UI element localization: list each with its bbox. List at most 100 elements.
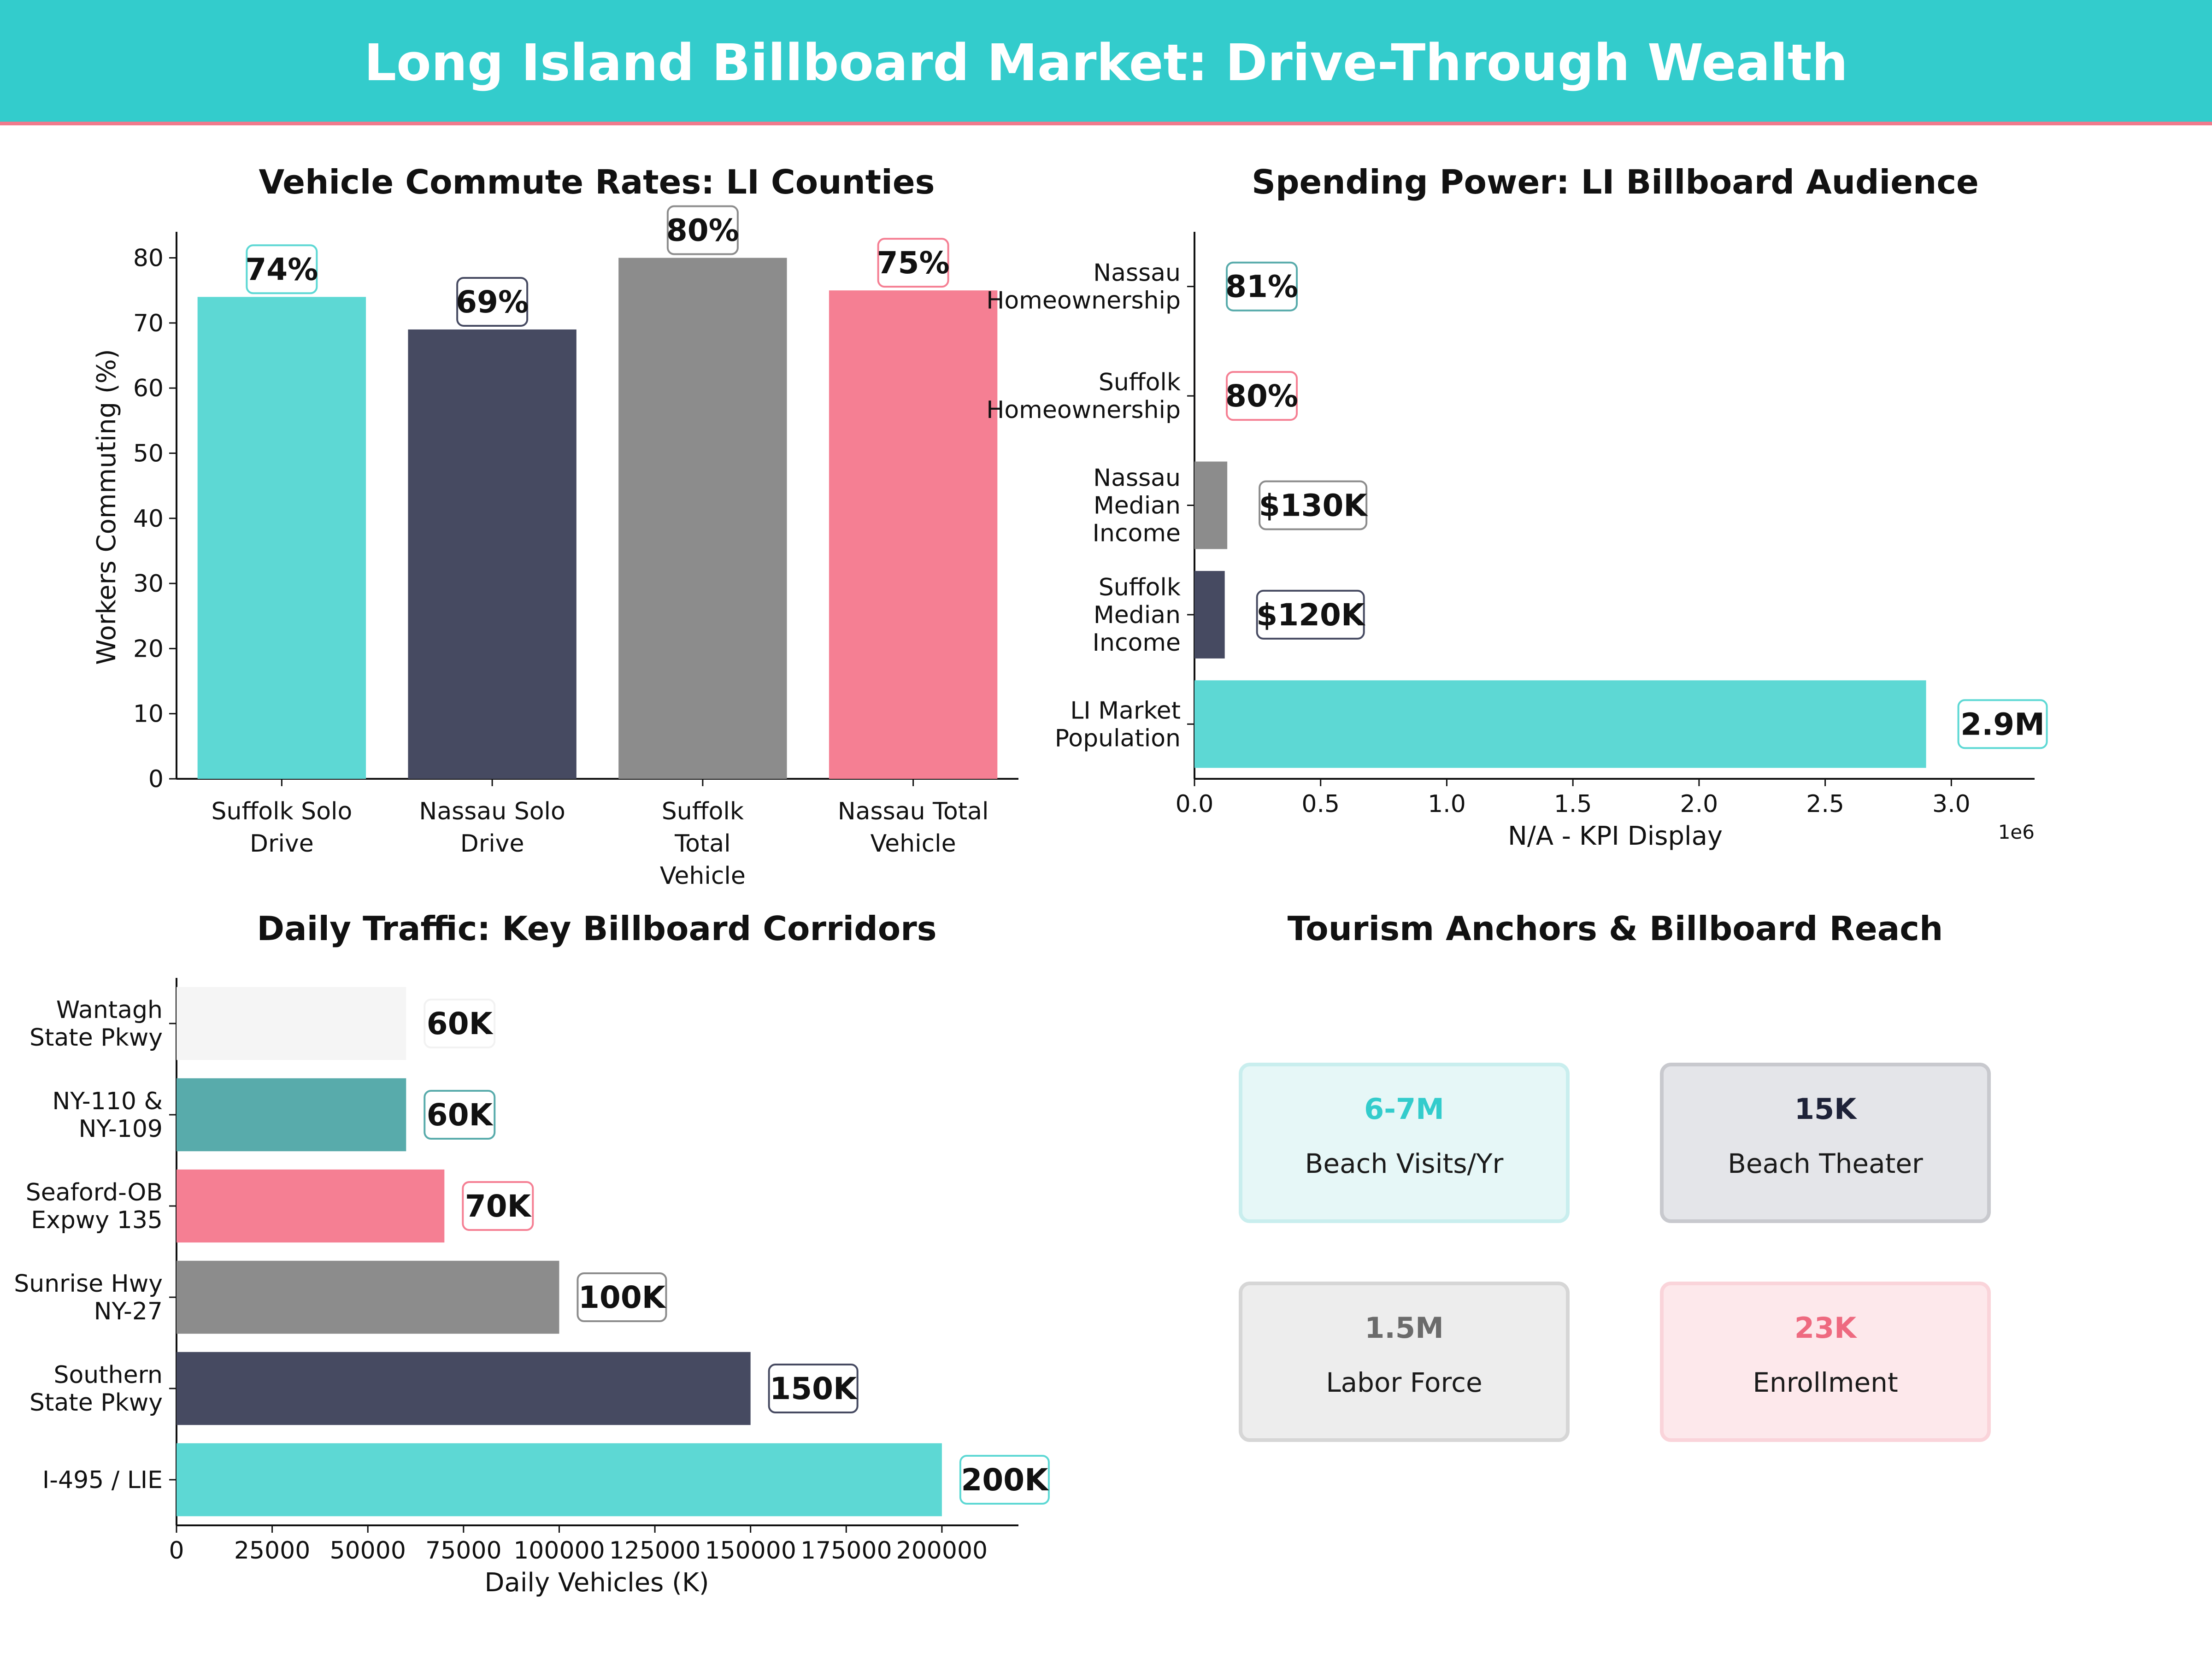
commute-value-label-box — [877, 238, 949, 288]
traffic-value-label: 200K — [959, 1455, 1050, 1505]
commute-value-label-text: 74% — [245, 252, 318, 287]
commute-y-axis-label: Workers Commuting (%) — [92, 349, 122, 665]
traffic-bar — [176, 1443, 942, 1517]
spending-value-label: 2.9M — [1957, 699, 2048, 749]
kpi-card-label: Enrollment — [1753, 1367, 1898, 1398]
spending-bar — [1194, 571, 1225, 659]
traffic-bar — [176, 1260, 559, 1334]
kpi-card: 1.5M Labor Force — [1239, 1282, 1570, 1442]
traffic-value-label: 150K — [768, 1364, 859, 1413]
kpi-card-bg — [1660, 1282, 1991, 1442]
commute-y-tick-label: 10 — [133, 700, 164, 728]
spending-value-label-box — [1226, 261, 1298, 312]
spending-chart-title: Spending Power: LI Billboard Audience — [1252, 163, 1979, 201]
spending-x-axis-label: N/A - KPI Display — [1508, 821, 1723, 851]
commute-bar — [618, 258, 787, 779]
traffic-value-label-text: 100K — [578, 1280, 667, 1315]
commute-bar — [408, 329, 577, 779]
traffic-y-tick-label: Sunrise Hwy NY-27 — [14, 1270, 163, 1325]
spending-y-tick-label: Nassau Median Income — [1093, 465, 1181, 547]
traffic-value-label: 60K — [424, 1090, 496, 1140]
commute-value-label-text: 75% — [877, 245, 950, 281]
traffic-value-label-text: 150K — [770, 1371, 858, 1406]
tourism-cards: 6-7M Beach Visits/Yr 15K Beach Theater 1.5M L… — [1239, 1063, 1991, 1442]
spending-value-label-box — [1226, 371, 1298, 421]
traffic-value-label-box — [462, 1181, 534, 1231]
traffic-x-tick-label: 100000 — [513, 1537, 605, 1565]
commute-chart: 0 10 20 30 40 50 60 70 80 Suffolk Solo Drive 74% Nas… — [133, 205, 1018, 890]
page-title: Long Island Billboard Market: Drive-Thro… — [364, 33, 1848, 92]
spending-x-tick-label: 1.0 — [1428, 790, 1466, 818]
spending-value-label-text: 2.9M — [1960, 706, 2045, 742]
spending-offset-text: 1e6 — [1998, 821, 2035, 843]
spending-x-tick-label: 0.0 — [1176, 790, 1214, 818]
kpi-card-bg — [1660, 1063, 1991, 1223]
traffic-chart: 0 25000 50000 75000 100000 125000 150000 175000… — [14, 978, 1050, 1565]
kpi-card-value: 15K — [1794, 1092, 1857, 1126]
spending-x-tick-label: 3.0 — [1932, 790, 1971, 818]
traffic-value-label-text: 70K — [465, 1188, 532, 1224]
traffic-value-label-box — [424, 999, 496, 1048]
commute-value-label: 74% — [245, 244, 318, 294]
spending-value-label: $120K — [1256, 589, 1366, 640]
commute-y-tick-label: 0 — [148, 765, 164, 793]
kpi-card: 6-7M Beach Visits/Yr — [1239, 1063, 1570, 1223]
kpi-card-bg — [1239, 1282, 1570, 1442]
spending-value-label: 81% — [1225, 261, 1298, 312]
traffic-value-label-box — [424, 1090, 496, 1140]
commute-y-tick-label: 50 — [133, 440, 164, 467]
commute-y-tick-label: 20 — [133, 635, 164, 663]
spending-value-label-box — [1256, 589, 1365, 640]
traffic-x-tick-label: 175000 — [800, 1537, 892, 1565]
spending-x-tick-label: 2.5 — [1806, 790, 1844, 818]
commute-x-tick-label: Suffolk Solo Drive — [211, 798, 352, 858]
spending-value-label-text: 80% — [1225, 378, 1298, 414]
traffic-chart-title: Daily Traffic: Key Billboard Corridors — [257, 909, 936, 948]
traffic-value-label-text: 200K — [961, 1462, 1049, 1498]
traffic-y-tick-label: I-495 / LIE — [42, 1466, 163, 1494]
spending-chart: 0.0 0.5 1.0 1.5 2.0 2.5 3.0 LI Market Population… — [986, 232, 2048, 818]
commute-x-tick-label: Nassau Solo Drive — [419, 798, 565, 858]
traffic-value-label: 70K — [462, 1181, 534, 1231]
traffic-x-tick-label: 200000 — [896, 1537, 988, 1565]
kpi-card-label: Labor Force — [1326, 1367, 1482, 1398]
kpi-card: 15K Beach Theater — [1660, 1063, 1991, 1223]
kpi-card-label: Beach Theater — [1728, 1148, 1923, 1179]
traffic-x-tick-label: 75000 — [425, 1537, 501, 1565]
commute-y-tick-label: 40 — [133, 505, 164, 533]
spending-y-tick-label: Suffolk Median Income — [1093, 574, 1181, 657]
traffic-bar — [176, 1352, 751, 1425]
spending-y-tick-label: LI Market Population — [1055, 697, 1181, 752]
kpi-card: 23K Enrollment — [1660, 1282, 1991, 1442]
commute-chart-title: Vehicle Commute Rates: LI Counties — [259, 163, 935, 201]
commute-bar — [829, 290, 998, 779]
traffic-value-label-box — [577, 1272, 667, 1322]
spending-y-tick-label: Nassau Homeownership — [986, 259, 1181, 315]
traffic-x-tick-label: 25000 — [234, 1537, 310, 1565]
traffic-value-label-box — [959, 1455, 1050, 1505]
traffic-x-tick-label: 125000 — [609, 1537, 701, 1565]
traffic-bar — [176, 1078, 406, 1152]
spending-x-tick-label: 0.5 — [1301, 790, 1340, 818]
traffic-y-tick-label: Seaford-OB Expwy 135 — [26, 1179, 163, 1234]
commute-value-label-box — [456, 276, 529, 327]
commute-x-tick-label: Nassau Total Vehicle — [838, 798, 989, 858]
traffic-bar — [176, 1169, 445, 1243]
commute-value-label-text: 69% — [456, 284, 529, 320]
spending-y-tick-label: Suffolk Homeownership — [986, 369, 1181, 424]
traffic-y-tick-label: NY-110 & NY-109 — [52, 1088, 163, 1143]
commute-value-label-box — [246, 244, 318, 294]
traffic-value-label: 60K — [424, 999, 496, 1048]
commute-value-label: 75% — [877, 238, 950, 288]
kpi-card-value: 1.5M — [1365, 1311, 1444, 1345]
traffic-x-tick-label: 150000 — [705, 1537, 796, 1565]
commute-y-tick-label: 30 — [133, 570, 164, 598]
spending-x-tick-label: 1.5 — [1554, 790, 1592, 818]
traffic-value-label-text: 60K — [427, 1006, 494, 1041]
kpi-card-bg — [1239, 1063, 1570, 1223]
commute-value-label: 69% — [456, 276, 529, 327]
traffic-y-tick-label: Wantagh State Pkwy — [29, 996, 163, 1052]
traffic-value-label-box — [768, 1364, 859, 1413]
commute-y-tick-label: 70 — [133, 310, 164, 337]
